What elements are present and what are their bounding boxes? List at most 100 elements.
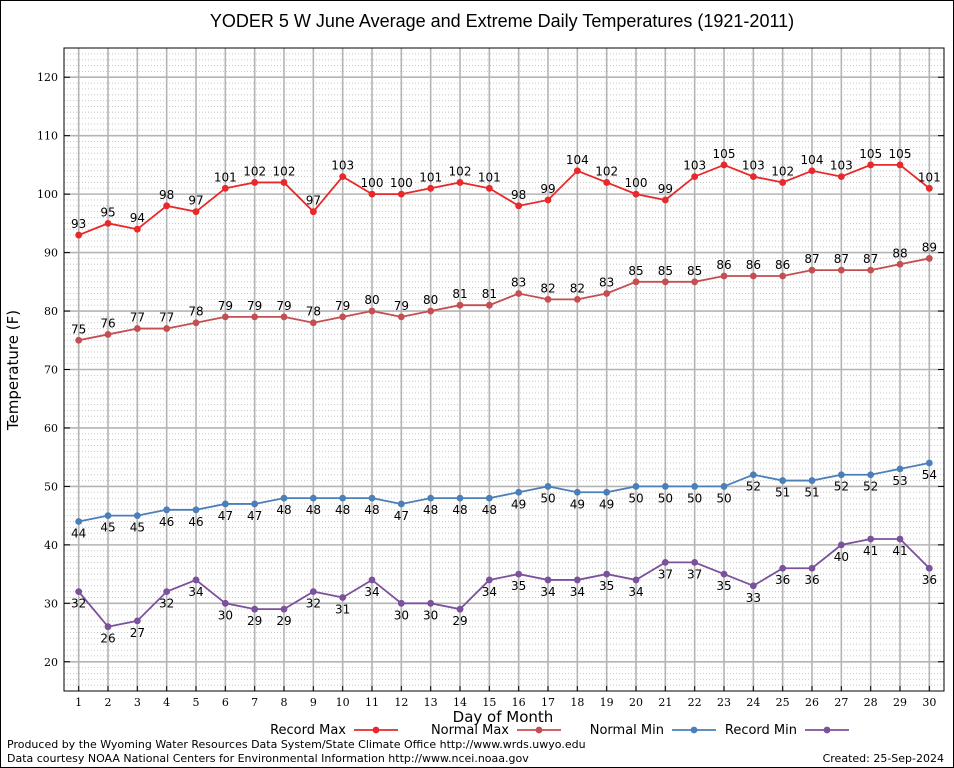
data-label: 94	[130, 211, 145, 225]
data-label: 29	[247, 614, 262, 628]
data-point	[456, 605, 464, 613]
x-tick-label: 30	[922, 696, 936, 709]
data-point	[280, 179, 288, 186]
data-point	[75, 588, 83, 596]
data-point	[867, 535, 875, 543]
y-axis-label: Temperature (F)	[4, 310, 22, 431]
chart-grid	[64, 47, 944, 692]
x-tick-label: 24	[746, 696, 760, 709]
data-label: 87	[834, 252, 849, 266]
data-label: 101	[214, 170, 237, 184]
data-label: 102	[595, 164, 618, 178]
x-tick-label: 11	[365, 696, 379, 709]
legend-label: Record Min	[725, 723, 797, 738]
data-point	[397, 313, 405, 321]
data-point	[808, 266, 816, 274]
data-point	[632, 190, 640, 198]
legend-item: Normal Min	[590, 723, 716, 738]
data-point	[603, 179, 611, 186]
data-label: 97	[188, 194, 203, 208]
data-label: 103	[742, 159, 765, 173]
x-tick-label: 4	[163, 696, 170, 709]
data-label: 32	[306, 597, 321, 611]
data-label: 99	[658, 182, 673, 196]
data-point	[691, 483, 699, 490]
data-point	[75, 336, 83, 344]
data-label: 105	[889, 147, 912, 161]
legend-marker	[372, 726, 380, 734]
data-point	[397, 599, 405, 607]
legend-item: Normal Max	[431, 723, 561, 738]
data-label: 87	[804, 252, 819, 266]
x-tick-label: 17	[541, 696, 555, 709]
x-tick-label: 10	[336, 696, 350, 709]
data-point	[779, 179, 787, 186]
x-tick-label: 16	[512, 696, 526, 709]
data-point	[427, 599, 435, 607]
legend-marker	[535, 726, 543, 734]
data-point	[456, 179, 464, 186]
data-label: 30	[394, 608, 409, 622]
data-point	[720, 570, 728, 578]
data-label: 48	[482, 503, 497, 517]
data-point	[163, 202, 171, 210]
data-label: 102	[449, 164, 472, 178]
data-label: 26	[100, 632, 115, 646]
data-label: 48	[306, 503, 321, 517]
data-point	[779, 564, 787, 572]
data-label: 35	[599, 579, 614, 593]
data-label: 97	[306, 194, 321, 208]
data-point	[661, 196, 669, 204]
footer-data-courtesy: Data courtesy NOAA National Centers for …	[7, 752, 529, 765]
data-point	[779, 477, 787, 484]
data-label: 81	[452, 287, 467, 301]
x-tick-label: 19	[600, 696, 614, 709]
data-label: 34	[364, 585, 379, 599]
data-point	[485, 301, 493, 309]
data-label: 80	[423, 293, 438, 307]
data-label: 29	[276, 614, 291, 628]
data-point	[573, 488, 581, 496]
chart-title: YODER 5 W June Average and Extreme Daily…	[210, 11, 794, 31]
data-label: 52	[863, 480, 878, 494]
data-point	[75, 231, 83, 239]
data-point	[397, 190, 405, 198]
data-point	[485, 494, 493, 502]
data-label: 99	[540, 182, 555, 196]
data-point	[192, 319, 200, 327]
x-tick-label: 9	[310, 696, 317, 709]
data-point	[661, 483, 669, 490]
data-point	[368, 494, 376, 502]
data-point	[339, 594, 347, 601]
data-label: 89	[922, 240, 937, 254]
data-point	[632, 576, 640, 584]
data-point	[544, 196, 552, 204]
data-label: 48	[452, 503, 467, 517]
data-label: 35	[511, 579, 526, 593]
data-label: 36	[922, 573, 937, 587]
data-point	[691, 559, 699, 566]
data-point	[309, 208, 317, 216]
data-point	[837, 541, 845, 549]
legend-label: Normal Min	[590, 723, 664, 738]
x-axis-label: Day of Month	[453, 708, 554, 726]
x-tick-label: 5	[193, 696, 200, 709]
data-label: 40	[834, 550, 849, 564]
data-label: 79	[335, 299, 350, 313]
data-point	[632, 278, 640, 286]
series-normal-min: 44 45 45 46 46 47 47 48 48 48 48 47 48 48 48 49 50 49 49 50…	[71, 459, 937, 540]
data-label: 49	[599, 497, 614, 511]
data-label: 47	[218, 509, 233, 523]
data-point	[925, 459, 933, 467]
series-line	[78, 462, 930, 523]
data-point	[427, 307, 435, 315]
data-label: 50	[658, 491, 673, 505]
data-label: 34	[570, 585, 585, 599]
x-tick-label: 22	[688, 696, 702, 709]
data-point	[163, 325, 171, 332]
x-tick-label: 25	[776, 696, 790, 709]
footer-created: Created: 25-Sep-2024	[822, 752, 944, 765]
data-point	[925, 564, 933, 572]
data-label: 48	[423, 503, 438, 517]
data-point	[104, 512, 112, 520]
